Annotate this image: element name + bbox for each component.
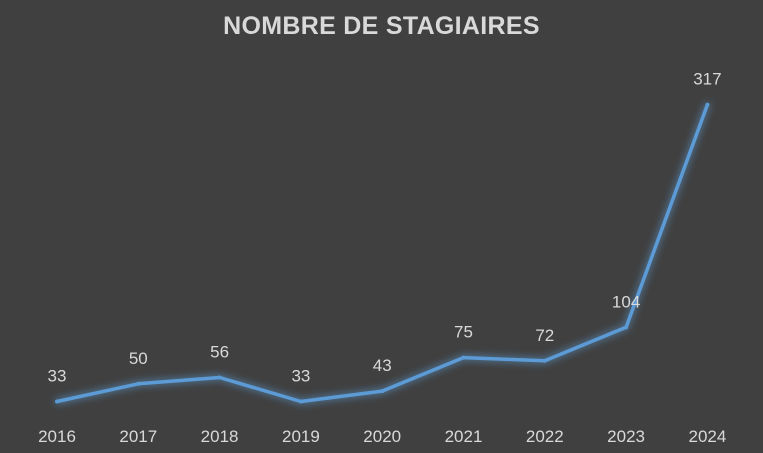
x-tick-label: 2019 — [282, 427, 320, 446]
data-label: 317 — [693, 70, 721, 89]
data-label: 56 — [210, 342, 229, 361]
x-tick-label: 2023 — [607, 427, 645, 446]
x-tick-label: 2020 — [363, 427, 401, 446]
x-tick-label: 2021 — [445, 427, 483, 446]
data-label: 75 — [454, 323, 473, 342]
data-label: 43 — [373, 356, 392, 375]
data-label: 33 — [291, 367, 310, 386]
data-label: 33 — [48, 367, 67, 386]
data-label: 72 — [535, 326, 554, 345]
x-tick-label: 2018 — [201, 427, 239, 446]
data-label: 50 — [129, 349, 148, 368]
x-tick-label: 2016 — [38, 427, 76, 446]
data-point — [55, 399, 59, 404]
data-point — [380, 389, 385, 394]
x-axis: 2016 2017 2018 2019 2020 2021 2022 2023 2024 — [38, 427, 726, 446]
data-point — [542, 358, 547, 363]
data-point — [298, 399, 303, 404]
series-layer — [55, 102, 710, 404]
data-point — [136, 381, 141, 386]
chart-title: NOMBRE DE STAGIAIRES — [223, 12, 540, 40]
x-tick-label: 2017 — [119, 427, 157, 446]
data-point — [705, 102, 710, 107]
data-label: 104 — [612, 292, 640, 311]
data-point — [624, 325, 629, 330]
data-point — [217, 375, 222, 380]
x-tick-label: 2022 — [526, 427, 564, 446]
data-labels: 33 50 56 33 43 75 72 104 317 — [48, 70, 722, 386]
data-point — [461, 355, 466, 360]
x-tick-label: 2024 — [688, 427, 726, 446]
